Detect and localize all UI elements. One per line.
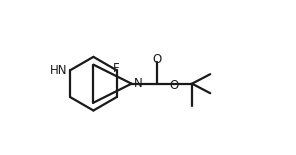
Text: O: O <box>152 53 161 66</box>
Text: N: N <box>133 77 142 90</box>
Text: O: O <box>169 79 178 92</box>
Text: F: F <box>113 62 120 75</box>
Text: HN: HN <box>50 64 67 77</box>
